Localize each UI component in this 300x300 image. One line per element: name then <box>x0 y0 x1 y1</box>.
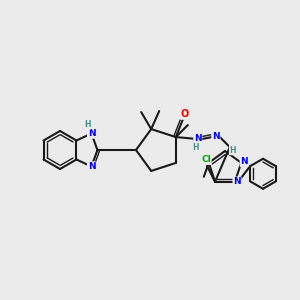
Text: N: N <box>194 134 202 142</box>
Text: O: O <box>181 109 189 119</box>
Text: N: N <box>240 157 248 166</box>
Text: N: N <box>88 162 95 171</box>
Text: H: H <box>84 120 91 129</box>
Text: H: H <box>193 142 199 152</box>
Text: N: N <box>88 129 95 138</box>
Text: N: N <box>212 132 220 141</box>
Text: Cl: Cl <box>201 155 211 164</box>
Text: N: N <box>233 177 241 186</box>
Text: H: H <box>230 146 236 154</box>
